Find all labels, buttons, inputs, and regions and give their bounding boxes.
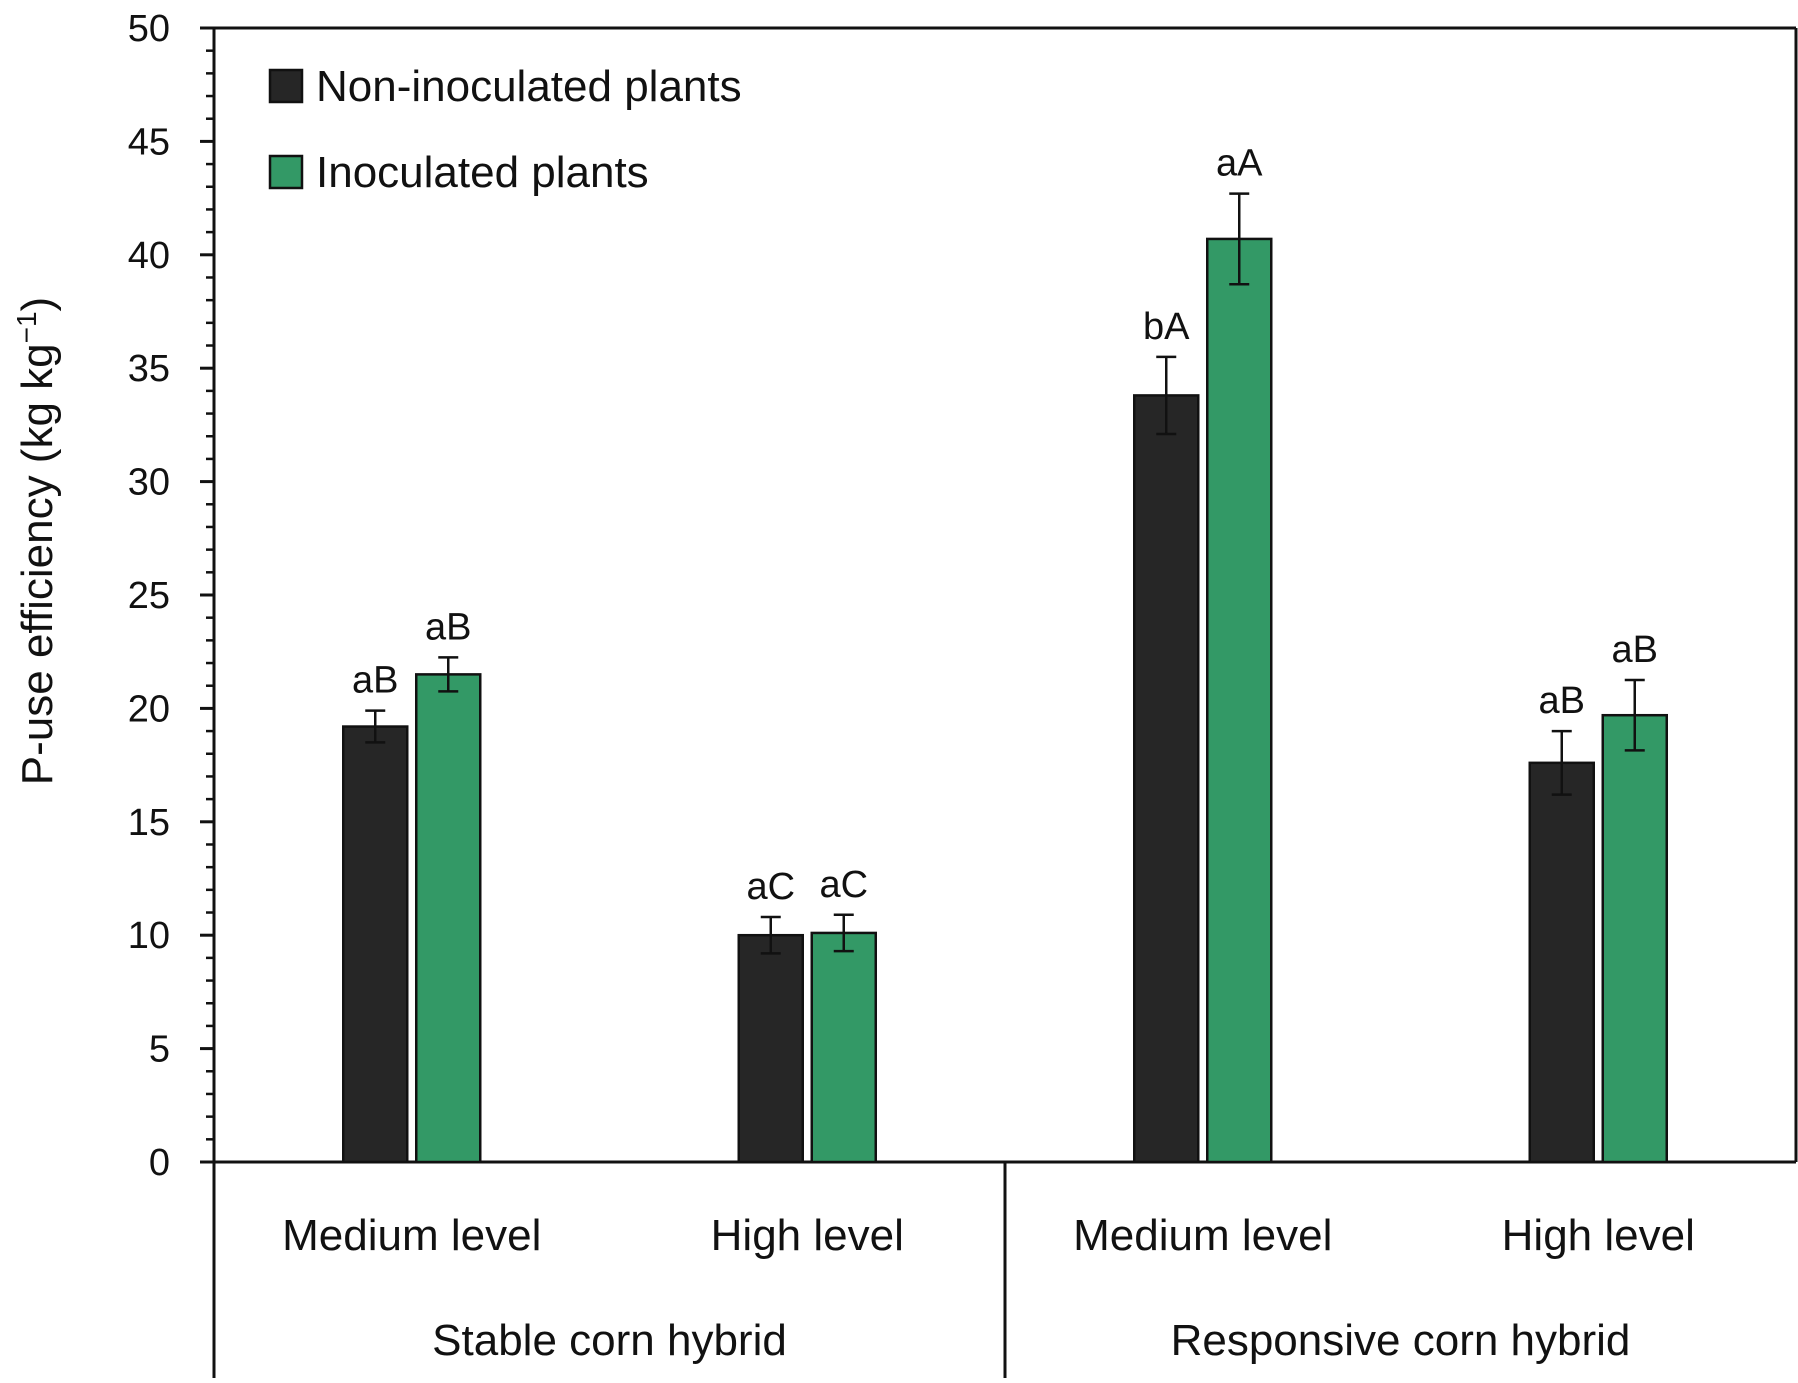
bar <box>415 673 482 1164</box>
group-label: Stable corn hybrid <box>432 1316 787 1365</box>
y-tick-label: 30 <box>128 462 170 504</box>
y-axis-title-superscript: −1 <box>11 311 42 343</box>
legend-label: Non-inoculated plants <box>316 62 742 111</box>
category-label: Medium level <box>1073 1211 1332 1260</box>
y-tick-label: 20 <box>128 688 170 730</box>
y-tick-label: 5 <box>149 1029 170 1071</box>
bar-significance-label: bA <box>1143 306 1190 348</box>
category-axis: Medium level High level Medium level High l… <box>282 1162 1695 1378</box>
y-axis-title-main: P-use efficiency (kg kg <box>13 343 62 785</box>
category-label: High level <box>1502 1211 1695 1260</box>
y-axis-title: P-use efficiency (kg kg−1) <box>11 297 62 785</box>
bar-significance-label: aB <box>425 606 471 648</box>
bar-significance-label: aA <box>1216 143 1263 185</box>
bar <box>342 725 409 1164</box>
bar <box>737 933 804 1164</box>
bar-significance-label: aB <box>1612 629 1658 671</box>
y-tick-label: 45 <box>128 121 170 163</box>
y-tick-label: 50 <box>128 8 170 50</box>
y-axis-title-close: ) <box>13 297 62 312</box>
bar-significance-label: aB <box>352 660 398 702</box>
bar <box>1206 237 1273 1164</box>
bar <box>1133 394 1200 1164</box>
bar <box>1601 713 1668 1164</box>
category-label: High level <box>711 1211 904 1260</box>
bar-significance-label: aC <box>819 864 868 906</box>
legend: Non-inoculated plants Inoculated plants <box>268 62 742 197</box>
category-label: Medium level <box>282 1211 541 1260</box>
y-tick-label: 40 <box>128 235 170 277</box>
bar <box>1528 761 1595 1164</box>
group-label: Responsive corn hybrid <box>1171 1316 1631 1365</box>
y-tick-label: 25 <box>128 575 170 617</box>
y-tick-label: 0 <box>149 1142 170 1184</box>
legend-swatch <box>268 154 304 190</box>
y-tick-label: 35 <box>128 348 170 390</box>
bar-significance-label: aB <box>1539 680 1585 722</box>
bar-significance-label: aC <box>746 866 795 908</box>
bars: aB aC bA aB aB aC aA aB <box>342 143 1668 1164</box>
bar <box>810 931 877 1164</box>
legend-swatch <box>268 68 304 104</box>
y-tick-label: 10 <box>128 915 170 957</box>
y-tick-label: 15 <box>128 802 170 844</box>
legend-label: Inoculated plants <box>316 148 649 197</box>
axes: 0 5 10 15 20 25 30 35 40 45 50 <box>128 8 1798 1378</box>
